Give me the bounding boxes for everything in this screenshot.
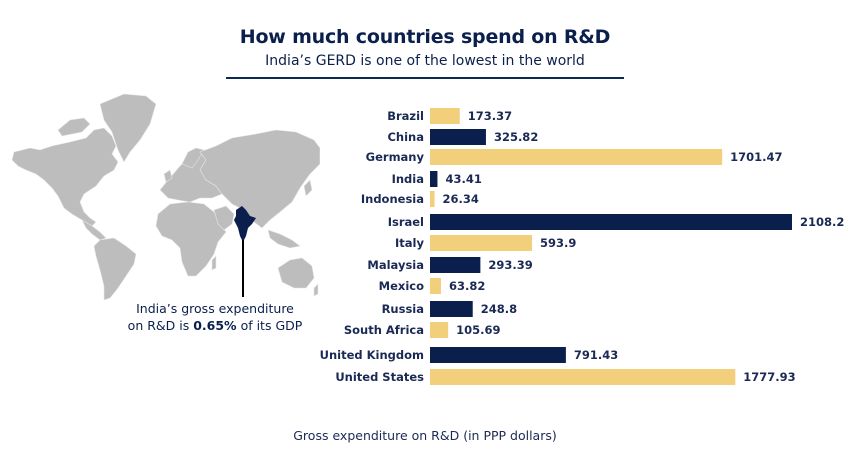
category-label: Malaysia	[367, 258, 424, 272]
bar-brazil	[430, 108, 460, 124]
map-greenland	[99, 93, 157, 163]
x-axis-label: Gross expenditure on R&D (in PPP dollars…	[293, 428, 557, 443]
category-label: China	[387, 130, 424, 144]
bar-italy	[430, 235, 532, 251]
value-label: 791.43	[574, 348, 618, 362]
bar-russia	[430, 301, 473, 317]
category-label: United Kingdom	[320, 348, 424, 362]
category-label: Brazil	[387, 109, 424, 123]
callout-line-1: India’s gross expenditure	[136, 301, 294, 316]
value-label: 43.41	[445, 172, 481, 186]
callout-suffix: of its GDP	[236, 318, 303, 333]
category-label: South Africa	[344, 323, 424, 337]
category-label: India	[392, 172, 424, 186]
map-asia	[199, 129, 320, 229]
bar-india	[430, 171, 438, 187]
value-label: 26.34	[443, 192, 479, 206]
bar-united-states	[430, 369, 736, 385]
callout-pointer-line	[242, 240, 244, 297]
map-central-america	[81, 219, 107, 241]
callout-value: 0.65%	[193, 318, 237, 333]
value-label: 325.82	[494, 130, 538, 144]
map-scandinavia	[181, 147, 205, 169]
map-arabia	[213, 205, 235, 231]
bar-south-africa	[430, 322, 449, 338]
category-label: Israel	[388, 215, 424, 229]
bar-malaysia	[430, 257, 481, 273]
bar-mexico	[430, 278, 441, 294]
value-label: 1701.47	[730, 150, 782, 164]
category-label: Mexico	[379, 279, 424, 293]
value-label: 63.82	[449, 279, 485, 293]
bar-china	[430, 129, 486, 145]
value-label: 173.37	[468, 109, 512, 123]
bar-germany	[430, 149, 723, 165]
value-label: 293.39	[488, 258, 532, 272]
category-label: Germany	[366, 150, 425, 164]
map-india-highlight	[234, 206, 256, 242]
bar-indonesia	[430, 191, 435, 207]
title-divider	[226, 77, 624, 79]
callout-prefix: on R&D is	[127, 318, 194, 333]
map-japan	[303, 179, 313, 197]
chart-subtitle: India’s GERD is one of the lowest in the…	[265, 53, 585, 69]
bar-group: Brazil 173.37 China 325.82 Germany 1701.47 Ind…	[320, 108, 844, 385]
map-south-america	[93, 237, 137, 300]
bar-united-kingdom	[430, 347, 566, 363]
category-label: Russia	[382, 302, 424, 316]
map-africa	[155, 201, 227, 277]
category-label: Italy	[395, 236, 424, 250]
callout-line-2: on R&D is 0.65% of its GDP	[110, 317, 320, 334]
value-label: 248.8	[481, 302, 517, 316]
map-new-zealand	[313, 283, 319, 297]
world-map	[11, 93, 320, 300]
value-label: 105.69	[456, 323, 500, 337]
value-label: 1777.93	[743, 370, 795, 384]
map-north-america	[11, 127, 119, 227]
map-uk	[163, 169, 173, 183]
value-label: 2108.2	[800, 215, 844, 229]
bar-israel	[430, 214, 792, 230]
map-southeast-asia	[267, 229, 301, 249]
chart-title: How much countries spend on R&D	[239, 26, 611, 48]
map-australia	[277, 257, 315, 289]
value-label: 593.9	[540, 236, 576, 250]
map-madagascar	[211, 255, 217, 271]
category-label: Indonesia	[361, 192, 424, 206]
map-arctic-islands	[57, 117, 91, 137]
india-callout: India’s gross expenditure on R&D is 0.65…	[110, 300, 320, 334]
category-label: United States	[335, 370, 424, 384]
